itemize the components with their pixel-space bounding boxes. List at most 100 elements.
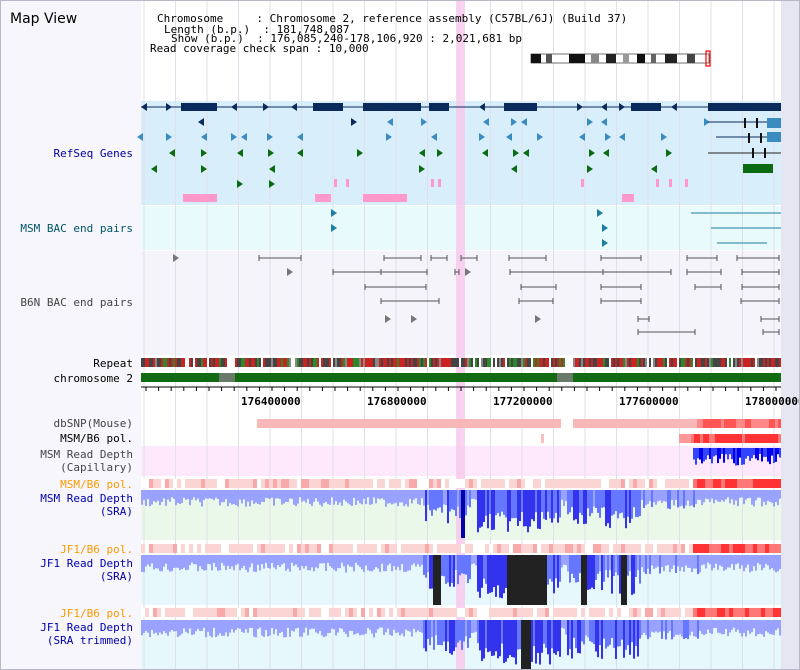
jf1-trim-depth-bar — [255, 620, 257, 638]
msm-b6-pol-strip — [517, 479, 521, 488]
refseq-gene-arrow — [523, 149, 529, 157]
repeat-segment — [553, 358, 555, 367]
repeat-segment — [555, 358, 557, 367]
label-dbsnp: dbSNP(Mouse) — [53, 417, 133, 430]
jf1-sra-depth-bar — [721, 555, 723, 567]
jf1-trim-depth-bar — [417, 620, 419, 631]
jf1-b6-pol2-strip — [201, 608, 205, 617]
jf1-sra-depth-bar — [453, 555, 455, 587]
msm-sra-depth-bar — [675, 490, 677, 500]
jf1-trim-depth-bar — [695, 620, 697, 638]
msm-sra-depth-bar — [165, 490, 167, 506]
repeat-segment — [471, 358, 473, 367]
jf1-sra-depth-bar — [497, 555, 499, 586]
msm-sra-depth-bar — [741, 490, 743, 498]
jf1-trim-depth-bar — [197, 620, 199, 629]
jf1-trim-depth-bar — [301, 620, 303, 637]
repeat-segment — [641, 358, 643, 367]
jf1-sra-depth-bar — [347, 555, 349, 565]
repeat-segment — [391, 358, 393, 367]
jf1-b6-pol2-strip — [761, 608, 765, 617]
capillary-depth-bar — [707, 448, 709, 456]
jf1-b6-pol-strip — [769, 544, 773, 553]
pink-feature — [431, 179, 434, 187]
jf1-trim-depth-bar — [465, 620, 467, 637]
repeat-segment — [499, 358, 501, 367]
jf1-sra-depth-bar — [747, 555, 749, 565]
jf1-sra-depth-bar — [565, 555, 567, 566]
jf1-b6-pol-strip — [517, 544, 521, 553]
jf1-sra-depth-bar — [467, 555, 469, 583]
repeat-segment — [177, 358, 179, 367]
repeat-segment — [219, 358, 221, 367]
msm-sra-depth-bar — [417, 490, 419, 504]
msm-sra-depth-bar — [433, 490, 435, 510]
jf1-trim-depth-bar — [579, 620, 581, 654]
jf1-trim-depth-bar — [659, 620, 661, 632]
msm-sra-depth-bar — [247, 490, 249, 502]
jf1-sra-depth-bar — [427, 555, 429, 573]
jf1-trim-depth-bar — [247, 620, 249, 633]
jf1-trim-depth-bar — [209, 620, 211, 636]
jf1-trim-depth-bar — [713, 620, 715, 629]
jf1-sra-depth-bar — [301, 555, 303, 566]
jf1-sra-depth-bar — [151, 555, 153, 564]
jf1-b6-pol2-strip — [605, 608, 609, 617]
repeat-segment — [729, 358, 731, 367]
repeat-segment — [359, 358, 361, 367]
repeat-segment — [645, 358, 647, 367]
repeat-segment — [245, 358, 247, 367]
msm-b6-pol-strip — [681, 479, 685, 488]
pol-mark — [718, 434, 721, 443]
jf1-trim-depth-bar — [347, 620, 349, 638]
capillary-depth-bar — [751, 448, 753, 459]
msm-b6-pol-strip — [377, 479, 381, 488]
jf1-sra-depth-bar — [745, 555, 747, 568]
jf1-trim-depth-bar — [337, 620, 339, 633]
msm-b6-pol-strip — [245, 479, 249, 488]
jf1-b6-pol2-strip — [181, 608, 185, 617]
dbsnp-dense — [703, 419, 706, 428]
msm-sra-depth-bar — [307, 490, 309, 500]
msm-sra-depth-bar — [487, 490, 489, 529]
jf1-trim-depth-bar — [215, 620, 217, 638]
jf1-b6-pol-strip — [561, 544, 565, 553]
msm-sra-depth-bar — [551, 490, 553, 523]
jf1-sra-depth-bar — [657, 555, 659, 567]
jf1-trim-depth-bar — [395, 620, 397, 633]
msm-b6-pol-strip — [753, 479, 757, 488]
dbsnp-dense — [712, 419, 715, 428]
msm-sra-depth-bar — [253, 490, 255, 504]
refseq-gene-arrow — [587, 165, 593, 173]
jf1-sra-depth-bar — [651, 555, 653, 566]
msm-sra-depth-bar — [717, 490, 719, 502]
jf1-trim-depth-bar — [463, 620, 465, 642]
jf1-b6-pol-strip — [725, 544, 729, 553]
scroll-strip[interactable] — [781, 1, 799, 669]
msm-sra-depth-bar — [469, 490, 471, 508]
capillary-depth-bar — [729, 448, 731, 455]
repeat-segment — [765, 358, 767, 367]
jf1-b6-pol-strip — [173, 544, 177, 553]
msm-b6-pol-strip — [333, 479, 337, 488]
msm-sra-depth-bar — [629, 490, 631, 523]
msm-sra-depth-bar — [705, 490, 707, 499]
msm-sra-depth-bar — [749, 490, 751, 498]
msm-b6-pol-strip — [669, 479, 673, 488]
msm-sra-depth-bar — [673, 490, 675, 506]
dbsnp-dense — [748, 419, 751, 428]
pink-feature — [363, 194, 407, 202]
jf1-trim-depth-bar — [553, 620, 555, 654]
jf1-trim-depth-bar — [567, 620, 569, 656]
jf1-b6-pol2-strip — [401, 608, 405, 617]
jf1-trim-depth-bar — [497, 620, 499, 659]
msm-b6-pol-strip — [645, 479, 649, 488]
jf1-b6-pol2-strip — [237, 608, 241, 617]
jf1-trim-depth-bar — [211, 620, 213, 638]
repeat-segment — [619, 358, 621, 367]
repeat-segment — [149, 358, 151, 367]
jf1-sra-depth-bar — [371, 555, 373, 572]
jf1-sra-depth-bar — [397, 555, 399, 567]
repeat-segment — [537, 358, 539, 367]
